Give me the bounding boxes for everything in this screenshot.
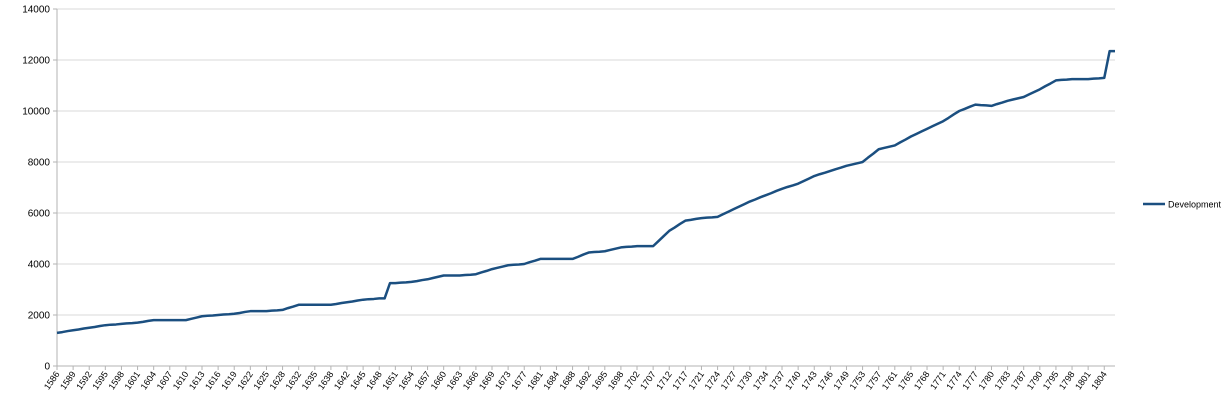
x-tick-label: 1743: [799, 369, 819, 391]
x-tick-label: 1798: [1057, 369, 1077, 391]
x-tick-label: 1632: [284, 369, 304, 391]
x-tick-label: 1616: [203, 369, 223, 391]
x-tick-label: 1595: [90, 369, 110, 391]
x-tick-label: 1780: [976, 369, 996, 391]
legend-label: Development: [1168, 200, 1222, 210]
x-tick-label: 1654: [396, 369, 416, 391]
y-tick-label: 12000: [22, 56, 50, 67]
x-tick-label: 1795: [1041, 369, 1061, 391]
x-tick-label: 1740: [783, 369, 803, 391]
y-tick-label: 6000: [28, 209, 51, 220]
x-tick-label: 1663: [445, 369, 465, 391]
x-tick-label: 1790: [1025, 369, 1045, 391]
x-tick-label: 1684: [541, 369, 561, 391]
y-tick-label: 14000: [22, 5, 50, 16]
x-tick-label: 1730: [735, 369, 755, 391]
x-tick-label: 1765: [896, 369, 916, 391]
y-tick-label: 8000: [28, 158, 51, 169]
x-tick-label: 1712: [654, 369, 674, 391]
x-tick-label: 1592: [74, 369, 94, 391]
x-tick-label: 1787: [1009, 369, 1029, 391]
x-tick-label: 1749: [831, 369, 851, 391]
x-tick-label: 1681: [525, 369, 545, 391]
x-tick-label: 1604: [139, 369, 159, 391]
x-tick-label: 1695: [590, 369, 610, 391]
x-tick-label: 1804: [1089, 369, 1109, 391]
x-tick-label: 1761: [880, 369, 900, 391]
x-tick-label: 1622: [235, 369, 255, 391]
x-tick-label: 1702: [622, 369, 642, 391]
x-tick-label: 1721: [686, 369, 706, 391]
x-tick-label: 1753: [848, 369, 868, 391]
x-tick-label: 1607: [155, 369, 175, 391]
x-tick-label: 1642: [332, 369, 352, 391]
x-tick-label: 1625: [251, 369, 271, 391]
x-tick-label: 1660: [429, 369, 449, 391]
x-tick-label: 1783: [993, 369, 1013, 391]
x-tick-label: 1727: [719, 369, 739, 391]
x-tick-label: 1628: [268, 369, 288, 391]
x-tick-label: 1586: [42, 369, 62, 391]
y-tick-label: 4000: [28, 260, 51, 271]
x-tick-label: 1619: [219, 369, 239, 391]
x-tick-label: 1666: [461, 369, 481, 391]
x-tick-label: 1777: [960, 369, 980, 391]
x-tick-label: 1610: [171, 369, 191, 391]
x-tick-label: 1734: [751, 369, 771, 391]
x-tick-label: 1635: [300, 369, 320, 391]
y-tick-label: 2000: [28, 311, 51, 322]
x-tick-label: 1648: [364, 369, 384, 391]
x-tick-label: 1613: [187, 369, 207, 391]
x-tick-label: 1717: [670, 369, 690, 391]
y-tick-label: 10000: [22, 107, 50, 118]
line-series: [56, 49, 1115, 335]
x-tick-label: 1724: [703, 369, 723, 391]
x-tick-label: 1698: [606, 369, 626, 391]
x-tick-label: 1746: [815, 369, 835, 391]
x-tick-label: 1774: [944, 369, 964, 391]
x-tick-label: 1688: [558, 369, 578, 391]
x-tick-label: 1673: [493, 369, 513, 391]
x-tick-label: 1598: [106, 369, 126, 391]
x-tick-label: 1645: [348, 369, 368, 391]
x-tick-label: 1737: [767, 369, 787, 391]
y-tick-label: 0: [44, 362, 50, 373]
x-tick-label: 1801: [1073, 369, 1093, 391]
x-tick-label: 1638: [316, 369, 336, 391]
x-tick-label: 1692: [574, 369, 594, 391]
x-tick-label: 1757: [864, 369, 884, 391]
x-tick-label: 1669: [477, 369, 497, 391]
x-tick-label: 1677: [509, 369, 529, 391]
x-tick-label: 1651: [380, 369, 400, 391]
x-tick-label: 1707: [638, 369, 658, 391]
x-tick-label: 1768: [912, 369, 932, 391]
x-tick-label: 1657: [413, 369, 433, 391]
x-tick-label: 1589: [58, 369, 78, 391]
x-tick-label: 1771: [928, 369, 948, 391]
x-tick-label: 1601: [123, 369, 143, 391]
